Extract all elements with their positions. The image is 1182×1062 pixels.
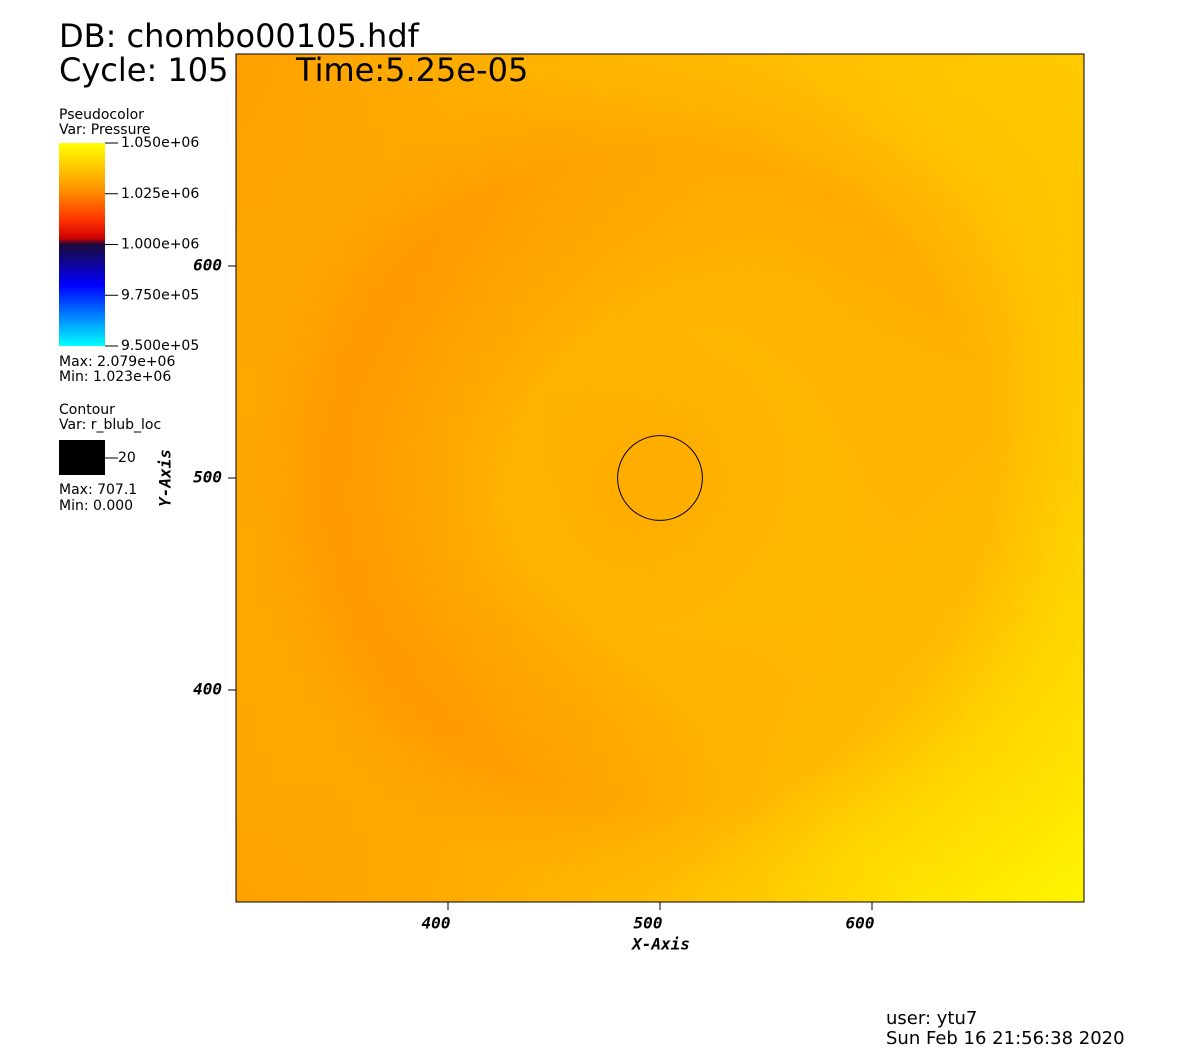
y-tick-label: 500 (193, 468, 222, 487)
colorbar-tick-label: 1.050e+06 (121, 135, 199, 151)
contour-swatch (59, 440, 105, 475)
title: DB: chombo00105.hdf (59, 17, 420, 55)
y-axis-title: Y-Axis (156, 449, 175, 507)
legend-var: Var: Pressure (59, 122, 151, 138)
x-tick-label: 600 (846, 914, 875, 933)
colorbar-tick-label: 9.750e+05 (121, 287, 199, 303)
x-tick-label: 500 (634, 914, 663, 933)
x-tick-label: 400 (422, 914, 451, 933)
y-tick-label: 600 (193, 256, 222, 275)
plot-area (235, 53, 1085, 903)
contour-legend-var: Var: r_blub_loc (59, 417, 161, 433)
x-axis-title: X-Axis (630, 935, 690, 954)
colorbar (59, 143, 105, 346)
contour-legend-max: Max: 707.1 (59, 482, 137, 498)
y-tick-label: 400 (193, 680, 222, 699)
colorbar-tick-label: 1.025e+06 (121, 186, 199, 202)
cycle: Cycle: 105 (59, 51, 228, 89)
date: Sun Feb 16 21:56:38 2020 (886, 1028, 1125, 1049)
pressure-field-shade (236, 54, 1084, 902)
colorbar-tick-label: 9.500e+05 (121, 338, 199, 354)
contour-level-label: 20 (118, 450, 136, 466)
time: Time:5.25e-05 (295, 51, 528, 89)
legend-plot: Pseudocolor (59, 107, 144, 123)
contour-legend-plot: Contour (59, 402, 115, 418)
legend-min: Min: 1.023e+06 (59, 369, 171, 385)
colorbar-tick-label: 1.000e+06 (121, 237, 199, 253)
contour-legend-min: Min: 0.000 (59, 498, 133, 514)
contour-line (617, 435, 703, 521)
legend-max: Max: 2.079e+06 (59, 354, 175, 370)
user: user: ytu7 (886, 1008, 977, 1029)
